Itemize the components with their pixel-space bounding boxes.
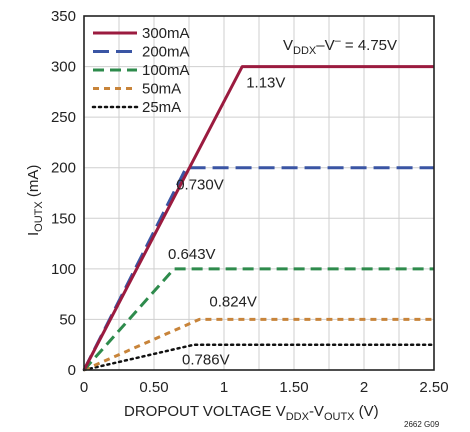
x-tick-label: 2 (360, 379, 368, 396)
y-tick-label: 350 (51, 8, 76, 25)
legend-label: 300mA (142, 25, 190, 42)
x-tick-label: 0.50 (139, 379, 168, 396)
x-tick-label: 0 (80, 379, 88, 396)
series-line-300mA (82, 65, 434, 371)
annotations: 1.13V 0.730V 0.643V 0.824V 0.786V (168, 75, 285, 369)
y-tick-label: 100 (51, 261, 76, 278)
legend-label: 50mA (142, 81, 181, 98)
condition-label: VDDX–V– = 4.75V (283, 35, 397, 57)
annotation-label: 0.824V (209, 293, 257, 310)
annotation-label: 0.730V (176, 177, 224, 194)
y-axis-title: IOUTX (mA) (25, 165, 45, 236)
series-line-50mA (83, 317, 434, 372)
legend-label: 25mA (142, 99, 181, 116)
y-tick-label: 250 (51, 109, 76, 126)
series-line-25mA (82, 343, 436, 372)
tick-labels: 0 0.50 1 1.50 2 2.50 0 50 100 150 200 250 300 350 (51, 8, 449, 396)
plot-frame (83, 15, 435, 371)
figure-code: 2662 G09 (404, 420, 440, 429)
legend-label: 100mA (142, 62, 190, 79)
y-tick-label: 150 (51, 210, 76, 227)
y-tick-label: 0 (68, 362, 76, 379)
y-tick-label: 300 (51, 59, 76, 76)
y-tick-label: 50 (59, 311, 76, 328)
series-lines (82, 65, 436, 372)
x-tick-label: 2.50 (419, 379, 448, 396)
legend-label: 200mA (142, 44, 190, 61)
y-tick-label: 200 (51, 160, 76, 177)
annotation-label: 0.643V (168, 246, 216, 263)
annotation-label: 1.13V (246, 75, 285, 92)
x-axis-title: DROPOUT VOLTAGE VDDX-VOUTX (V) (124, 403, 379, 423)
x-tick-label: 1 (220, 379, 228, 396)
series-line-100mA (82, 267, 434, 371)
x-tick-label: 1.50 (279, 379, 308, 396)
annotation-label: 0.786V (182, 352, 230, 369)
